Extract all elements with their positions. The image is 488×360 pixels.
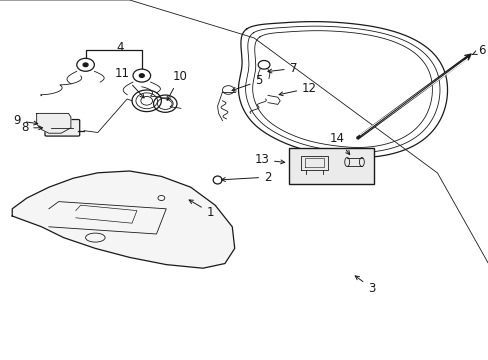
Text: 3: 3	[354, 276, 375, 294]
Text: 12: 12	[279, 82, 316, 96]
Text: 14: 14	[329, 132, 349, 154]
Text: 13: 13	[254, 153, 284, 166]
Text: 9: 9	[13, 114, 38, 127]
FancyBboxPatch shape	[288, 148, 373, 184]
Text: 4: 4	[116, 41, 123, 54]
Text: 1: 1	[189, 200, 214, 219]
Text: 11: 11	[115, 67, 144, 98]
Text: 7: 7	[267, 62, 297, 75]
Circle shape	[139, 74, 144, 77]
Text: 2: 2	[221, 171, 271, 184]
Polygon shape	[12, 171, 234, 268]
Text: 6: 6	[471, 44, 485, 57]
Text: 8: 8	[20, 121, 42, 134]
Circle shape	[83, 63, 88, 67]
Polygon shape	[37, 113, 71, 133]
Text: 10: 10	[167, 70, 187, 100]
FancyBboxPatch shape	[45, 120, 80, 136]
Text: 5: 5	[231, 75, 263, 91]
